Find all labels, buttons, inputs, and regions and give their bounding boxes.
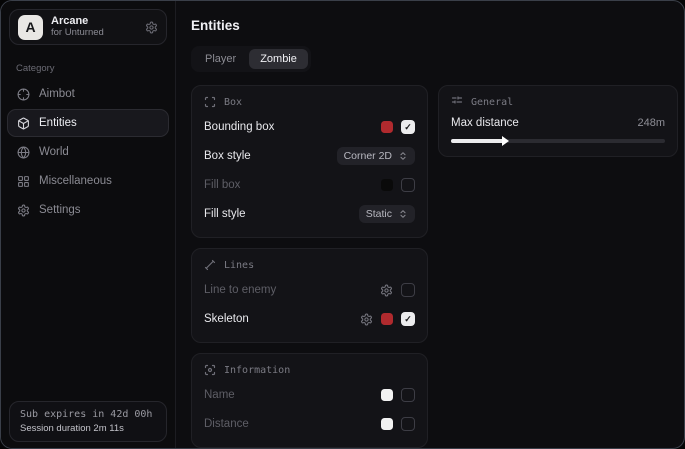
checkbox[interactable] xyxy=(401,178,415,192)
setting-row-line-to-enemy: Line to enemy xyxy=(204,280,415,300)
sliders-icon xyxy=(451,96,463,108)
fill-style-select[interactable]: Static xyxy=(358,205,415,223)
sidebar-item-aimbot[interactable]: Aimbot xyxy=(7,80,169,108)
page-title: Entities xyxy=(191,18,240,33)
main-content: Entities Player Zombie Box Bounding box xyxy=(176,1,684,448)
checkbox[interactable] xyxy=(401,388,415,402)
lines-card: Lines Line to enemy Skeleton xyxy=(191,248,428,343)
chevrons-up-down-icon xyxy=(398,209,408,219)
card-title: Box xyxy=(224,96,243,108)
slider-thumb[interactable] xyxy=(501,136,509,146)
checkbox[interactable] xyxy=(401,283,415,297)
color-swatch[interactable] xyxy=(381,418,393,430)
app-logo: A xyxy=(18,14,43,40)
logo-card: A Arcane for Unturned xyxy=(9,9,167,45)
setting-row-bounding-box: Bounding box ✓ xyxy=(204,117,415,137)
sidebar-item-miscellaneous[interactable]: Miscellaneous xyxy=(7,167,169,195)
sidebar: A Arcane for Unturned Category Aimbot xyxy=(1,1,176,448)
color-swatch[interactable] xyxy=(381,389,393,401)
sidebar-nav: Aimbot Entities World Miscellaneous xyxy=(1,80,175,225)
setting-row-fill-style: Fill style Static xyxy=(204,204,415,224)
color-swatch[interactable] xyxy=(381,179,393,191)
color-swatch[interactable] xyxy=(381,121,393,133)
gear-icon[interactable] xyxy=(360,313,373,326)
general-card: General Max distance 248m xyxy=(438,85,678,157)
tab-zombie[interactable]: Zombie xyxy=(249,49,308,69)
sub-expiry-text: Sub expires in 42d 00h xyxy=(20,409,153,420)
session-duration-text: Session duration 2m 11s xyxy=(20,423,124,434)
max-distance-slider[interactable] xyxy=(451,136,665,146)
sidebar-item-label: Entities xyxy=(39,117,77,129)
sidebar-item-label: Settings xyxy=(39,204,81,216)
checkbox[interactable]: ✓ xyxy=(401,120,415,134)
card-title: General xyxy=(471,96,514,108)
grid-icon xyxy=(17,175,30,188)
cube-icon xyxy=(17,117,30,130)
app-subtitle: for Unturned xyxy=(51,26,104,38)
gear-icon[interactable] xyxy=(145,21,158,34)
color-swatch[interactable] xyxy=(381,313,393,325)
information-card: Information Name Distance xyxy=(191,353,428,448)
scan-eye-icon xyxy=(204,364,216,376)
gear-icon xyxy=(17,204,30,217)
slider-value: 248m xyxy=(637,117,665,129)
category-label: Category xyxy=(16,63,55,74)
gear-icon[interactable] xyxy=(380,284,393,297)
tab-player[interactable]: Player xyxy=(205,53,237,65)
subscription-card: Sub expires in 42d 00h Session duration … xyxy=(9,401,167,442)
box-style-select[interactable]: Corner 2D xyxy=(336,147,415,165)
app-title: Arcane xyxy=(51,15,89,28)
pencil-line-icon xyxy=(204,259,216,271)
sidebar-item-settings[interactable]: Settings xyxy=(7,196,169,224)
crosshair-icon xyxy=(17,88,30,101)
card-title: Lines xyxy=(224,259,255,271)
box-card: Box Bounding box ✓ Box style Corn xyxy=(191,85,428,238)
setting-row-distance: Distance xyxy=(204,414,415,434)
scan-box-icon xyxy=(204,96,216,108)
sidebar-item-label: World xyxy=(39,146,69,158)
setting-row-box-style: Box style Corner 2D xyxy=(204,146,415,166)
globe-icon xyxy=(17,146,30,159)
setting-row-skeleton: Skeleton ✓ xyxy=(204,309,415,329)
setting-row-name: Name xyxy=(204,385,415,405)
entity-tabs: Player Zombie xyxy=(191,46,311,72)
sidebar-item-entities[interactable]: Entities xyxy=(7,109,169,137)
sidebar-item-label: Miscellaneous xyxy=(39,175,112,187)
setting-row-max-distance: Max distance 248m xyxy=(451,117,665,129)
checkbox[interactable] xyxy=(401,417,415,431)
checkbox[interactable]: ✓ xyxy=(401,312,415,326)
card-title: Information xyxy=(224,364,291,376)
chevrons-up-down-icon xyxy=(398,151,408,161)
sidebar-item-label: Aimbot xyxy=(39,88,75,100)
sidebar-item-world[interactable]: World xyxy=(7,138,169,166)
setting-row-fill-box: Fill box xyxy=(204,175,415,195)
